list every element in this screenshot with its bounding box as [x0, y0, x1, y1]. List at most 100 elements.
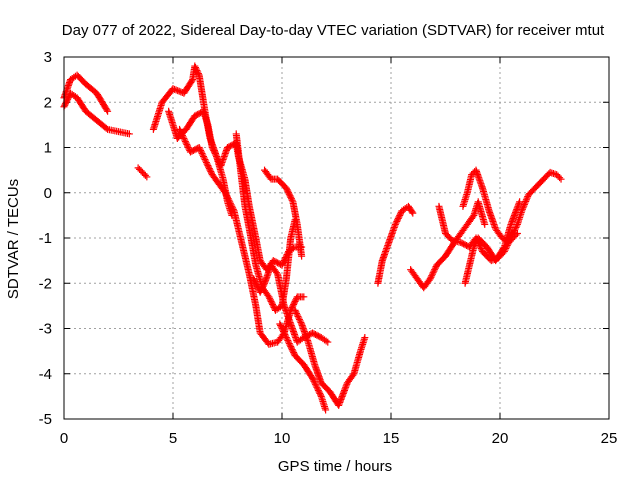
data-point	[395, 213, 403, 221]
data-point	[287, 344, 295, 352]
data-point	[184, 144, 192, 151]
data-point	[471, 242, 479, 250]
data-point	[287, 195, 295, 203]
data-point	[181, 137, 189, 145]
data-point	[317, 391, 325, 399]
data-point	[284, 337, 292, 345]
data-point	[207, 168, 215, 176]
data-point	[178, 130, 186, 138]
data-point	[250, 276, 258, 284]
series-t2	[134, 164, 151, 181]
data-point	[202, 159, 210, 167]
data-point	[285, 189, 293, 197]
data-point	[193, 67, 201, 75]
data-point	[224, 193, 231, 201]
data-point	[224, 195, 232, 203]
data-point	[287, 305, 295, 313]
data-point	[429, 269, 437, 277]
data-point	[209, 145, 217, 153]
data-point	[206, 166, 214, 174]
x-tick-label-10: 10	[274, 430, 291, 447]
data-point	[289, 302, 297, 310]
data-point	[285, 338, 293, 346]
data-point	[322, 406, 330, 414]
data-point	[260, 281, 268, 289]
data-point	[285, 340, 293, 348]
series-t3f	[261, 166, 306, 260]
data-point	[522, 197, 530, 205]
data-point	[61, 100, 69, 108]
data-point	[266, 294, 274, 302]
data-point	[213, 154, 221, 162]
data-point	[171, 85, 179, 93]
series-t4	[374, 202, 417, 287]
data-point	[179, 133, 187, 141]
data-point	[174, 87, 182, 95]
data-point	[309, 376, 317, 384]
y-tick-label-2: 2	[44, 94, 52, 111]
data-point	[213, 153, 221, 161]
data-point	[394, 214, 402, 222]
plot-frame	[63, 56, 610, 420]
data-point	[291, 306, 299, 314]
data-point	[251, 278, 259, 286]
data-point	[229, 204, 237, 212]
data-point	[226, 198, 234, 206]
series-t3b	[165, 107, 306, 274]
data-point	[141, 171, 149, 179]
data-point	[557, 175, 565, 183]
data-point	[282, 184, 290, 192]
data-point	[293, 311, 301, 319]
data-point	[265, 293, 273, 301]
data-point	[223, 192, 231, 200]
data-point	[283, 335, 291, 343]
data-point	[521, 199, 529, 207]
data-point	[250, 275, 258, 283]
data-point	[279, 326, 287, 334]
data-point	[297, 318, 305, 326]
data-point	[212, 151, 220, 159]
data-point	[205, 163, 213, 171]
data-point	[225, 196, 233, 204]
data-point	[295, 314, 303, 322]
data-point	[182, 139, 190, 147]
data-point	[222, 190, 230, 198]
data-point	[508, 232, 516, 240]
data-point	[125, 130, 133, 138]
y-tick-label-0: 0	[44, 185, 52, 202]
data-point	[188, 77, 196, 85]
data-point	[205, 165, 213, 173]
data-point	[200, 154, 208, 162]
data-point	[300, 293, 308, 301]
data-point	[202, 157, 210, 165]
data-point	[295, 315, 303, 323]
data-point	[288, 346, 296, 354]
data-point	[311, 379, 319, 387]
data-point	[277, 323, 285, 331]
data-point	[431, 266, 439, 274]
data-point	[311, 380, 319, 388]
data-point	[180, 134, 188, 142]
data-point	[508, 231, 516, 239]
data-point	[211, 150, 219, 158]
data-point	[428, 272, 436, 280]
data-point	[286, 192, 294, 200]
y-tick-label-m2: -2	[39, 275, 52, 292]
y-tick-label-3: 3	[44, 49, 52, 66]
data-point	[396, 210, 404, 218]
data-point	[290, 349, 298, 357]
y-tick-label-m4: -4	[39, 366, 52, 383]
chart-title: Day 077 of 2022, Sidereal Day-to-day VTE…	[62, 22, 605, 39]
data-point	[481, 220, 489, 228]
data-point	[470, 243, 478, 251]
data-point	[192, 64, 200, 72]
data-point	[194, 68, 202, 76]
data-point	[191, 62, 199, 70]
data-point	[203, 160, 211, 168]
data-point	[316, 389, 324, 397]
data-point	[509, 229, 517, 237]
data-point	[314, 385, 322, 393]
grid	[64, 57, 609, 419]
data-point	[556, 174, 564, 182]
data-point	[199, 151, 207, 159]
